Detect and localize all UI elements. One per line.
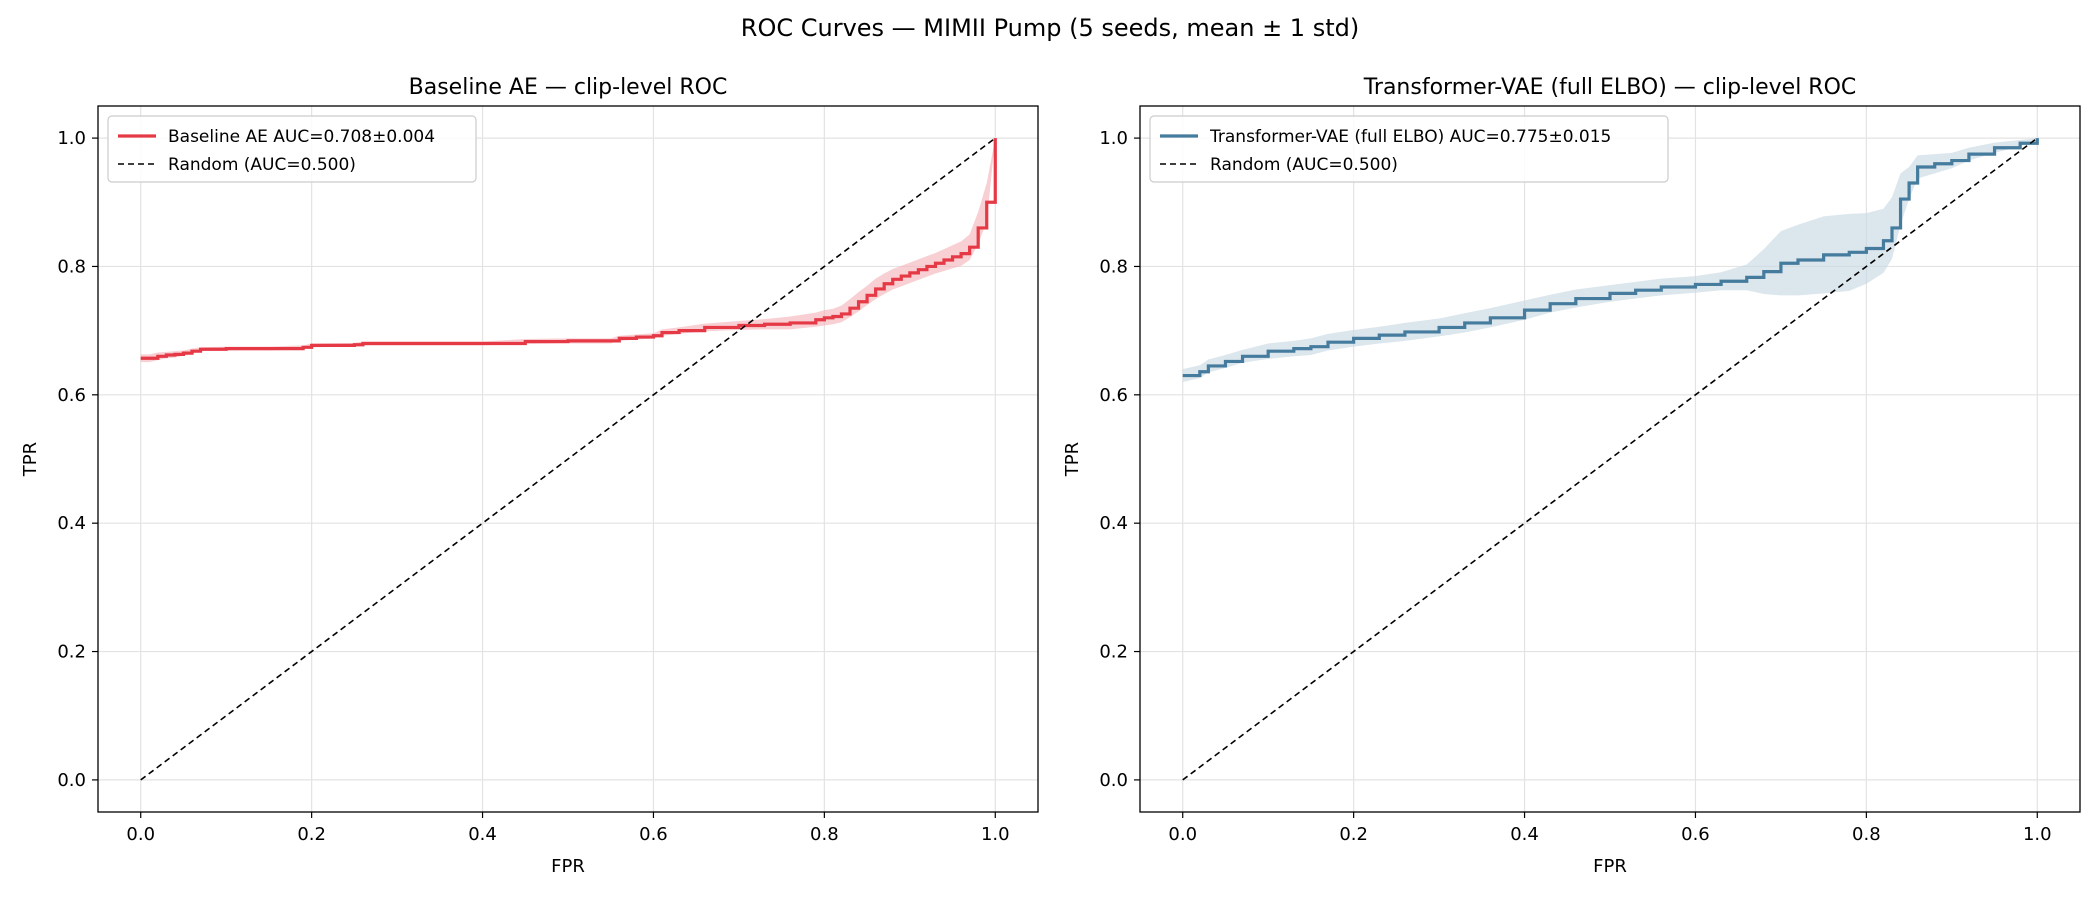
axes-frame bbox=[1139, 105, 2081, 813]
y-tick-label: 0.8 bbox=[57, 256, 86, 277]
y-tick-label: 0.2 bbox=[1099, 642, 1128, 663]
chart-panel-2: 0.0 0.2 0.4 0.6 0.8 1.0 0.0 0.2 0.4 0.6 0.8 1.0 Tran… bbox=[1062, 75, 2081, 877]
plot-area bbox=[1182, 137, 2039, 781]
y-tick-label: 1.0 bbox=[1099, 128, 1128, 149]
y-tick-label: 0.6 bbox=[57, 385, 86, 406]
x-tick-label: 0.4 bbox=[468, 824, 497, 845]
legend-label: Transformer-VAE (full ELBO) AUC=0.775±0.… bbox=[1209, 127, 1611, 147]
x-tick-label: 1.0 bbox=[2023, 824, 2052, 845]
y-tick-label: 1.0 bbox=[57, 128, 86, 149]
x-tick-label: 0.6 bbox=[639, 824, 668, 845]
y-axis-label: TPR bbox=[20, 442, 41, 477]
chart-panel-1: 0.0 0.2 0.4 0.6 0.8 1.0 0.0 0.2 0.4 0.6 0.8 1.0 Base… bbox=[20, 75, 1039, 877]
roc-mean-line bbox=[1182, 138, 2039, 378]
y-axis-label: TPR bbox=[1062, 442, 1083, 477]
y-tick-label: 0.0 bbox=[1099, 770, 1128, 791]
x-tick-label: 0.8 bbox=[1852, 824, 1881, 845]
figure-suptitle: ROC Curves — MIMII Pump (5 seeds, mean ±… bbox=[741, 14, 1359, 42]
x-tick-label: 0.0 bbox=[126, 824, 155, 845]
y-tick-label: 0.4 bbox=[57, 513, 86, 534]
legend-box bbox=[107, 115, 477, 183]
y-tick-label: 0.4 bbox=[1099, 513, 1128, 534]
chart-title: Baseline AE — clip-level ROC bbox=[409, 75, 728, 100]
y-tick-label: 0.0 bbox=[57, 770, 86, 791]
x-axis-label: FPR bbox=[1593, 856, 1627, 877]
random-baseline-line bbox=[140, 137, 996, 781]
x-tick-label: 0.4 bbox=[1510, 824, 1539, 845]
legend-label: Baseline AE AUC=0.708±0.004 bbox=[168, 127, 435, 147]
x-tick-label: 0.8 bbox=[810, 824, 839, 845]
x-tick-label: 0.2 bbox=[297, 824, 326, 845]
legend-label: Random (AUC=0.500) bbox=[1210, 155, 1398, 175]
legend-label: Random (AUC=0.500) bbox=[168, 155, 356, 175]
y-tick-label: 0.8 bbox=[1099, 256, 1128, 277]
plot-area bbox=[140, 137, 997, 781]
legend-box bbox=[1149, 115, 1669, 183]
x-tick-label: 0.6 bbox=[1681, 824, 1710, 845]
x-tick-label: 0.2 bbox=[1339, 824, 1368, 845]
axes-frame bbox=[97, 105, 1039, 813]
x-axis-label: FPR bbox=[551, 856, 585, 877]
x-tick-label: 0.0 bbox=[1168, 824, 1197, 845]
y-tick-label: 0.6 bbox=[1099, 385, 1128, 406]
random-baseline-line bbox=[1182, 137, 2038, 781]
x-tick-label: 1.0 bbox=[981, 824, 1010, 845]
chart-title: Transformer-VAE (full ELBO) — clip-level… bbox=[1363, 75, 1857, 100]
roc-mean-line bbox=[140, 138, 997, 360]
y-tick-label: 0.2 bbox=[57, 642, 86, 663]
